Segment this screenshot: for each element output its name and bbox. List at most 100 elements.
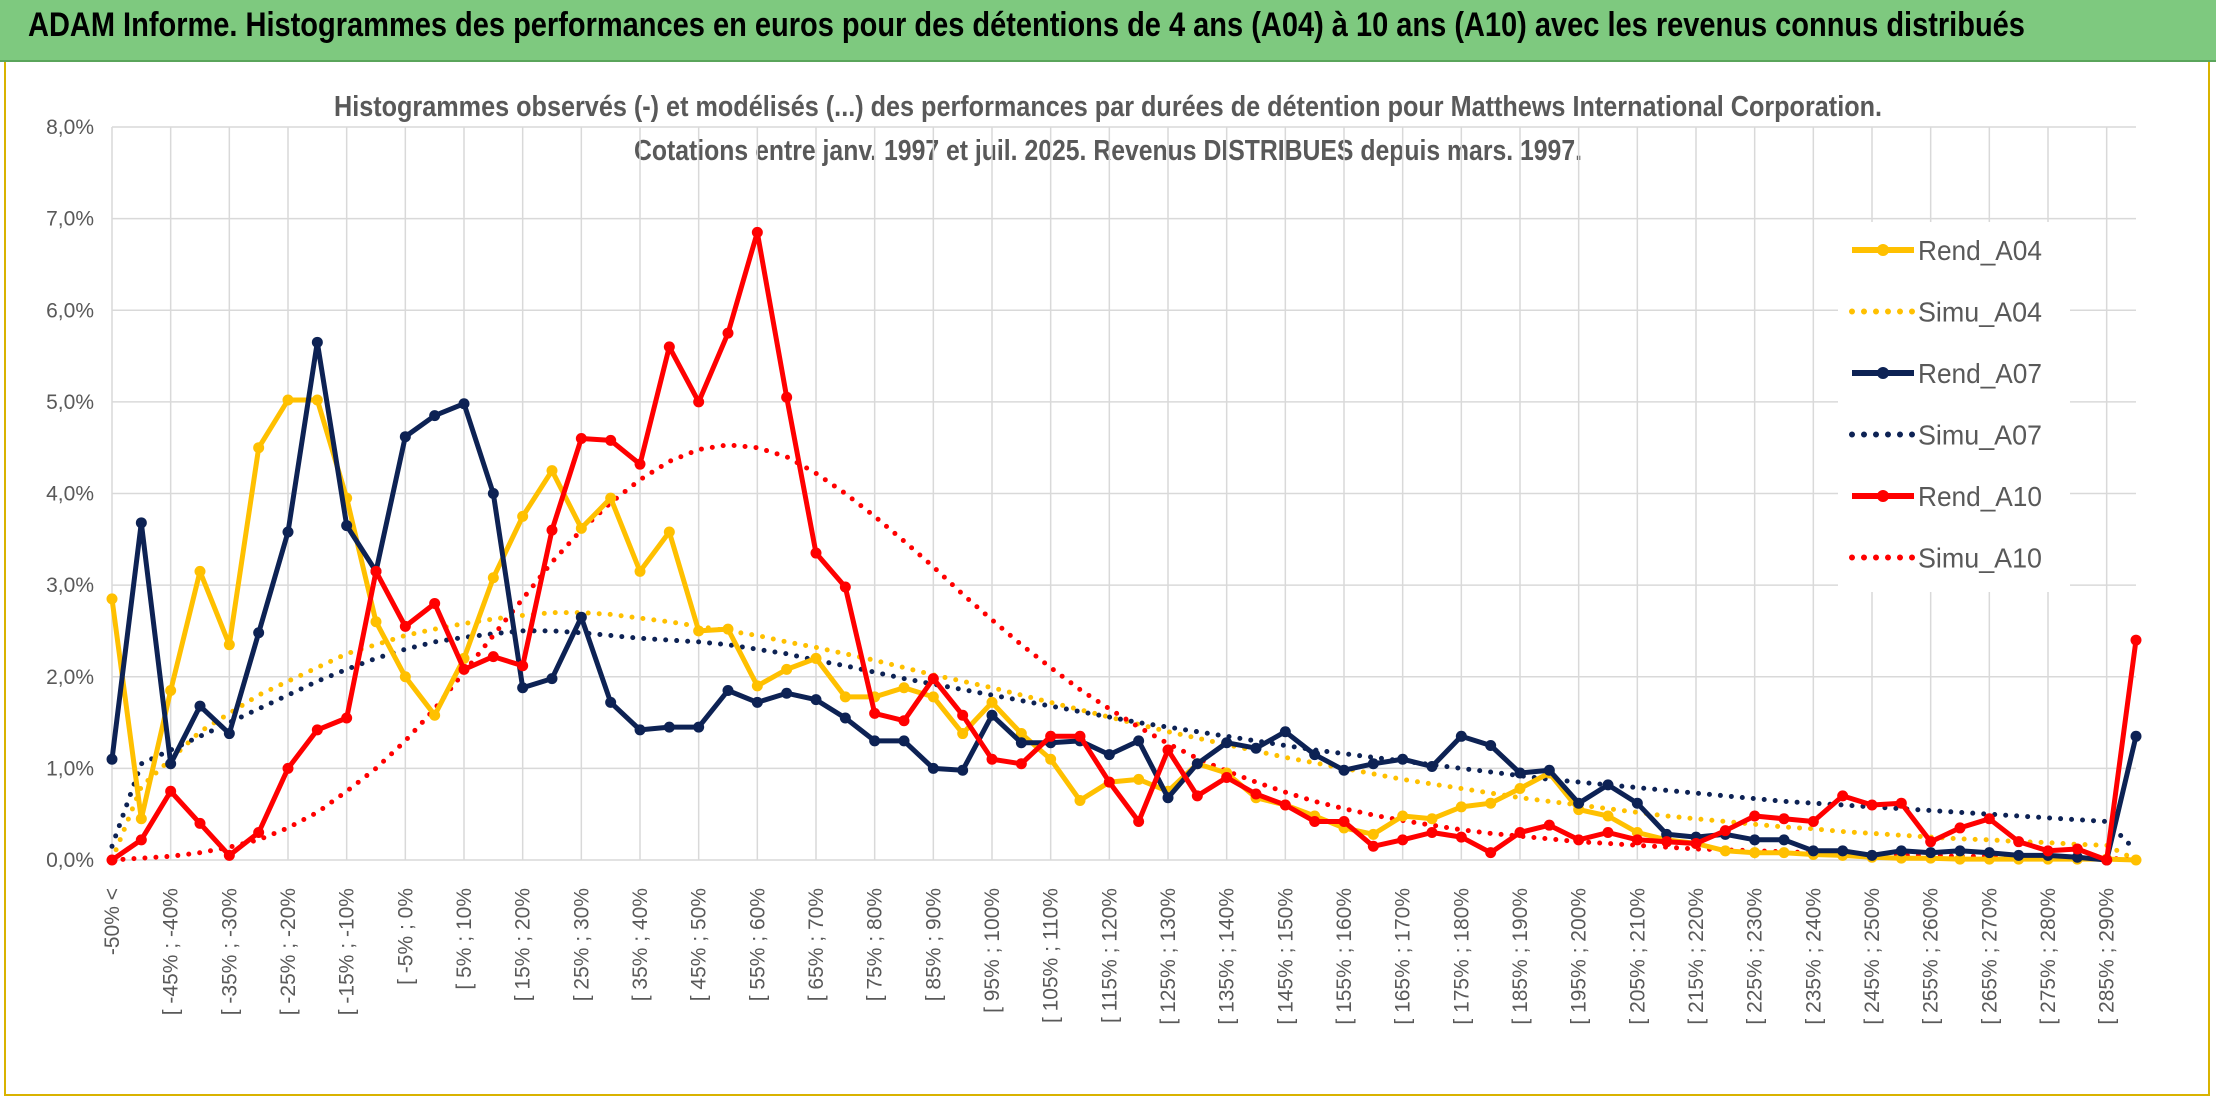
data-point-rend-a10 (341, 712, 353, 724)
data-point-rend-a10 (1191, 790, 1203, 802)
data-point-rend-a10 (1514, 827, 1526, 839)
data-point-rend-a10 (1015, 758, 1027, 770)
data-point-rend-a04 (1426, 813, 1438, 825)
legend-label-rend-a10: Rend_A10 (1918, 481, 2042, 512)
report-title: ADAM Informe. Histogrammes des performan… (28, 6, 2025, 44)
data-point-rend-a04 (487, 572, 499, 584)
x-tick-label: [ -5% ; 0% (394, 888, 417, 985)
x-tick-label: [ 145% ; 150% (1274, 888, 1297, 1025)
data-point-rend-a04 (1602, 810, 1614, 822)
legend-label-rend-a04: Rend_A04 (1918, 235, 2042, 266)
x-tick-label: [ 275% ; 280% (2037, 888, 2060, 1025)
data-point-rend-a07 (1103, 749, 1115, 761)
data-point-rend-a07 (1983, 847, 1995, 859)
data-point-rend-a10 (663, 341, 675, 353)
data-point-rend-a10 (1925, 836, 1937, 848)
data-point-rend-a10 (751, 226, 763, 238)
x-tick-label: [ -45% ; -40% (160, 888, 183, 1015)
legend-box (1838, 222, 2070, 592)
legend-marker (1877, 490, 1889, 502)
data-point-rend-a07 (517, 682, 529, 694)
data-point-rend-a04 (282, 394, 294, 406)
y-axis-ticks: 0,0% 1,0% 2,0% 3,0% 4,0% 5,0% 6,0% 7,0% 8,0% (46, 116, 94, 872)
data-point-rend-a04 (399, 671, 411, 683)
data-point-rend-a07 (546, 673, 558, 685)
data-point-rend-a07 (341, 520, 353, 532)
data-point-rend-a04 (1485, 797, 1497, 809)
data-point-rend-a10 (429, 597, 441, 609)
data-point-rend-a04 (135, 813, 147, 825)
data-point-rend-a07 (957, 764, 969, 776)
series-simu-a07 (109, 628, 2139, 854)
data-point-rend-a10 (839, 581, 851, 593)
data-point-rend-a07 (399, 431, 411, 443)
data-point-rend-a07 (1573, 797, 1585, 809)
data-point-rend-a07 (781, 687, 793, 699)
x-tick-label: [ 5% ; 10% (453, 888, 476, 990)
x-tick-label: [ 45% ; 50% (688, 888, 711, 1001)
data-point-rend-a10 (106, 854, 118, 866)
data-point-rend-a07 (1221, 737, 1233, 749)
data-point-rend-a10 (1162, 744, 1174, 756)
data-point-rend-a07 (1279, 726, 1291, 738)
x-tick-label: [ -25% ; -20% (277, 888, 300, 1015)
data-point-rend-a10 (1338, 816, 1350, 828)
data-point-rend-a07 (135, 517, 147, 529)
x-tick-label: [ 165% ; 170% (1392, 888, 1415, 1025)
data-point-rend-a07 (927, 762, 939, 774)
data-point-rend-a07 (1807, 845, 1819, 857)
data-point-rend-a10 (1485, 847, 1497, 859)
data-point-rend-a07 (1367, 758, 1379, 770)
data-point-rend-a10 (1807, 816, 1819, 828)
data-point-rend-a10 (282, 762, 294, 774)
data-point-rend-a07 (1866, 849, 1878, 861)
data-point-rend-a04 (781, 663, 793, 675)
data-point-rend-a10 (223, 849, 235, 861)
data-point-rend-a07 (1837, 845, 1849, 857)
data-point-rend-a10 (927, 673, 939, 685)
data-point-rend-a07 (1631, 797, 1643, 809)
report-banner: ADAM Informe. Histogrammes des performan… (0, 0, 2216, 62)
data-point-rend-a07 (165, 758, 177, 770)
data-point-rend-a10 (1631, 834, 1643, 846)
data-point-rend-a07 (663, 721, 675, 733)
data-point-rend-a10 (898, 715, 910, 727)
legend-label-simu-a07: Simu_A07 (1918, 420, 2042, 451)
x-tick-label: [ 15% ; 20% (512, 888, 535, 1001)
data-point-rend-a04 (722, 623, 734, 635)
data-point-rend-a04 (810, 652, 822, 664)
data-point-rend-a07 (1895, 845, 1907, 857)
data-point-rend-a07 (1426, 761, 1438, 773)
data-point-rend-a07 (2130, 730, 2142, 742)
data-point-rend-a07 (1514, 767, 1526, 779)
data-point-rend-a07 (839, 712, 851, 724)
x-tick-label: [ 35% ; 40% (629, 888, 652, 1001)
data-point-rend-a10 (1749, 810, 1761, 822)
data-point-rend-a07 (1162, 792, 1174, 804)
chart-subtitle-line-1: Histogrammes observés (-) et modélisés (… (334, 91, 1882, 123)
data-point-rend-a04 (663, 526, 675, 538)
x-tick-label: [ 75% ; 80% (864, 888, 887, 1001)
data-point-rend-a07 (634, 724, 646, 736)
data-point-rend-a04 (634, 565, 646, 577)
data-point-rend-a04 (751, 680, 763, 692)
legend-marker (1877, 367, 1889, 379)
data-point-rend-a04 (693, 625, 705, 637)
data-point-rend-a10 (399, 620, 411, 632)
data-point-rend-a04 (957, 728, 969, 740)
data-point-rend-a04 (2130, 854, 2142, 866)
data-point-rend-a10 (253, 827, 265, 839)
data-point-rend-a04 (575, 522, 587, 534)
data-point-rend-a04 (605, 492, 617, 504)
data-point-rend-a07 (1778, 834, 1790, 846)
y-tick-label: 6,0% (46, 299, 94, 322)
chart-subtitle-line-2: Cotations entre janv. 1997 et juil. 2025… (634, 135, 1582, 167)
data-point-rend-a10 (1250, 788, 1262, 800)
data-point-rend-a07 (429, 410, 441, 422)
data-point-rend-a07 (311, 336, 323, 348)
data-point-rend-a10 (458, 663, 470, 675)
x-tick-label: [ 25% ; 30% (570, 888, 593, 1001)
data-point-rend-a07 (1455, 730, 1467, 742)
data-point-rend-a10 (1573, 834, 1585, 846)
data-point-rend-a07 (1133, 735, 1145, 747)
